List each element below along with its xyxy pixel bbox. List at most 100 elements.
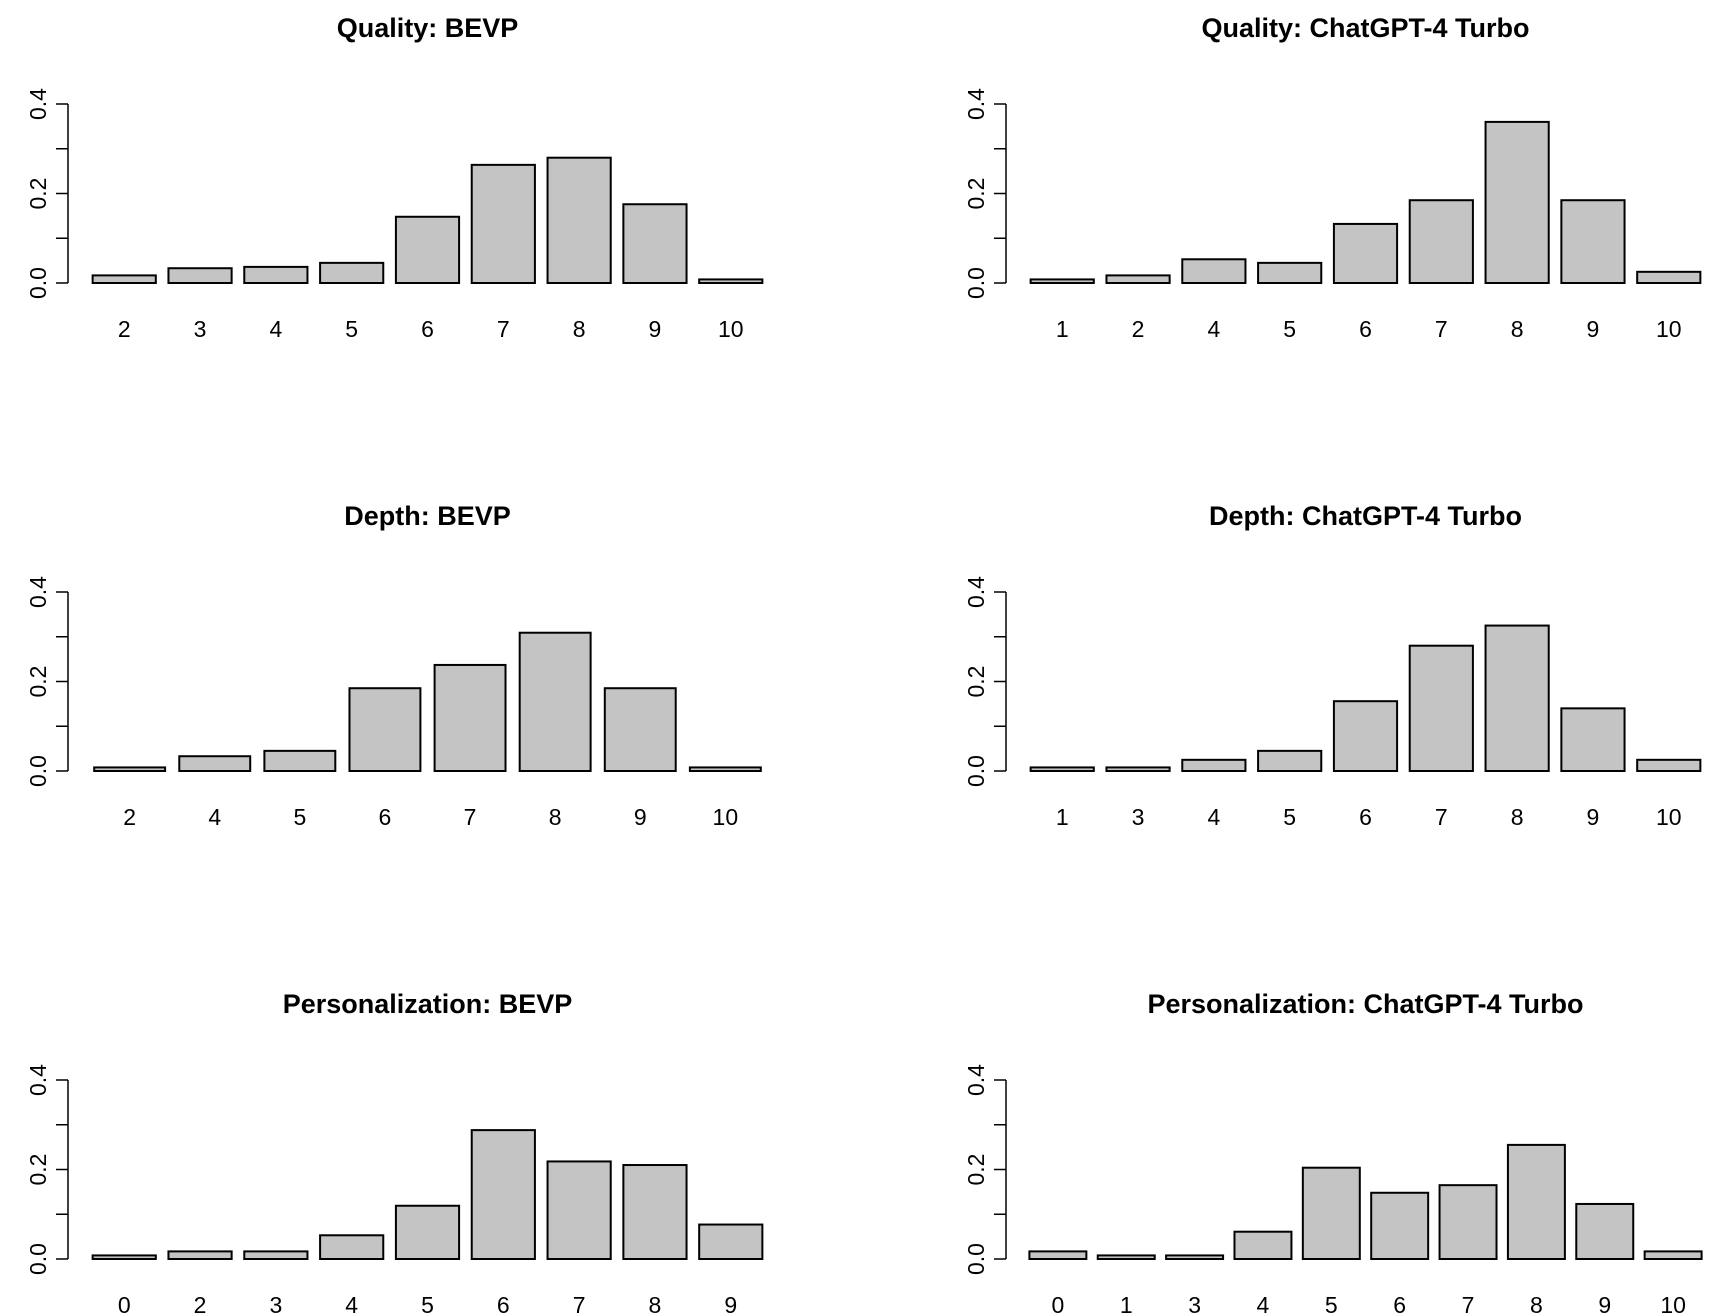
x-tick-label: 8 (1511, 804, 1524, 830)
y-tick-label: 0.0 (25, 755, 51, 787)
bar (1408, 644, 1474, 773)
bar (319, 1234, 385, 1260)
bar (1575, 1202, 1635, 1261)
x-tick-label: 3 (1132, 804, 1145, 830)
bar (1484, 624, 1550, 772)
bar (622, 203, 688, 285)
bar (263, 749, 337, 772)
x-tick-label: 5 (293, 804, 306, 830)
bar (1560, 199, 1626, 284)
x-tick-label: 4 (1207, 804, 1220, 830)
bar (1636, 758, 1702, 772)
x-tick-label: 0 (1051, 1292, 1064, 1313)
x-tick-label: 3 (194, 316, 207, 342)
bar (1484, 120, 1550, 285)
x-tick-label: 3 (1188, 1292, 1201, 1313)
x-tick-label: 10 (1656, 316, 1682, 342)
bar (243, 265, 309, 285)
x-tick-label: 9 (634, 804, 647, 830)
x-tick-label: 8 (1530, 1292, 1543, 1313)
x-tick-label: 6 (497, 1292, 510, 1313)
bar (91, 1254, 157, 1261)
x-tick-label: 2 (118, 316, 131, 342)
x-tick-label: 2 (123, 804, 136, 830)
bar (1233, 1230, 1293, 1261)
x-tick-label: 9 (1587, 804, 1600, 830)
chart-title: Quality: BEVP (337, 13, 519, 43)
bar (1029, 766, 1095, 772)
bar (688, 766, 762, 772)
x-tick-label: 7 (573, 1292, 586, 1313)
x-tick-label: 6 (1393, 1292, 1406, 1313)
chart-panel-3: Depth: BEVP 0.0 0.2 0.4 2 4 5 6 7 8 9 10 (25, 501, 762, 830)
x-tick-label: 1 (1056, 804, 1069, 830)
x-tick-label: 5 (421, 1292, 434, 1313)
bar (319, 261, 385, 284)
bar (1408, 199, 1474, 284)
chart-title: Personalization: BEVP (283, 989, 573, 1019)
x-tick-label: 7 (1435, 804, 1448, 830)
bar (698, 278, 764, 285)
bar (470, 163, 536, 284)
bar (394, 1204, 461, 1261)
bar (1105, 766, 1171, 772)
x-tick-label: 6 (379, 804, 392, 830)
bar (348, 687, 422, 773)
x-tick-label: 6 (421, 316, 434, 342)
bar (470, 1129, 536, 1260)
bar (518, 631, 592, 772)
bar (178, 755, 252, 772)
bar (1506, 1143, 1566, 1260)
y-tick-label: 0.0 (963, 1243, 989, 1275)
bar (622, 1164, 688, 1261)
bar (167, 267, 233, 285)
bar (93, 766, 167, 772)
x-tick-label: 6 (1359, 316, 1372, 342)
chart-panel-4: Depth: ChatGPT-4 Turbo 0.0 0.2 0.4 1 3 4 5 6 7 8 9 1… (963, 501, 1702, 830)
y-tick-label: 0.4 (25, 88, 51, 120)
bar (1165, 1254, 1225, 1261)
y-tick-label: 0.0 (963, 755, 989, 787)
x-tick-label: 7 (1435, 316, 1448, 342)
x-tick-label: 1 (1120, 1292, 1133, 1313)
y-tick-label: 0.4 (25, 576, 51, 608)
bar (91, 274, 157, 284)
bar (394, 215, 461, 285)
x-tick-label: 9 (724, 1292, 737, 1313)
y-tick-label: 0.2 (963, 178, 989, 210)
bar (1257, 749, 1323, 772)
chart-title: Depth: ChatGPT-4 Turbo (1209, 501, 1522, 531)
bar (1257, 261, 1323, 284)
bar (243, 1250, 309, 1260)
chart-panel-5: Personalization: BEVP 0.0 0.2 0.4 0 2 3 4 5 6 7 8 9 (25, 989, 764, 1313)
x-tick-label: 8 (549, 804, 562, 830)
chart-title: Personalization: ChatGPT-4 Turbo (1147, 989, 1583, 1019)
x-tick-label: 9 (1587, 316, 1600, 342)
y-tick-label: 0.4 (963, 88, 989, 120)
x-tick-label: 4 (1257, 1292, 1270, 1313)
chart-title: Depth: BEVP (344, 501, 511, 531)
x-tick-label: 1 (1056, 316, 1069, 342)
bar (1560, 707, 1626, 772)
bar (1181, 758, 1247, 772)
bar (1332, 700, 1399, 772)
bar (433, 663, 507, 773)
x-tick-label: 8 (1511, 316, 1524, 342)
bar (1643, 1250, 1703, 1260)
x-tick-label: 7 (1462, 1292, 1475, 1313)
x-tick-label: 6 (1359, 804, 1372, 830)
x-tick-label: 3 (269, 1292, 282, 1313)
y-tick-label: 0.2 (25, 666, 51, 698)
y-tick-label: 0.4 (25, 1064, 51, 1096)
x-tick-label: 10 (718, 316, 744, 342)
x-tick-label: 8 (573, 316, 586, 342)
y-tick-label: 0.2 (25, 178, 51, 210)
x-tick-label: 5 (1283, 804, 1296, 830)
x-tick-label: 2 (194, 1292, 207, 1313)
y-tick-label: 0.0 (963, 267, 989, 299)
x-tick-label: 10 (713, 804, 739, 830)
x-tick-label: 4 (269, 316, 282, 342)
chart-panel-6: Personalization: ChatGPT-4 Turbo 0.0 0.2 0.… (963, 989, 1703, 1313)
y-tick-label: 0.0 (25, 1243, 51, 1275)
